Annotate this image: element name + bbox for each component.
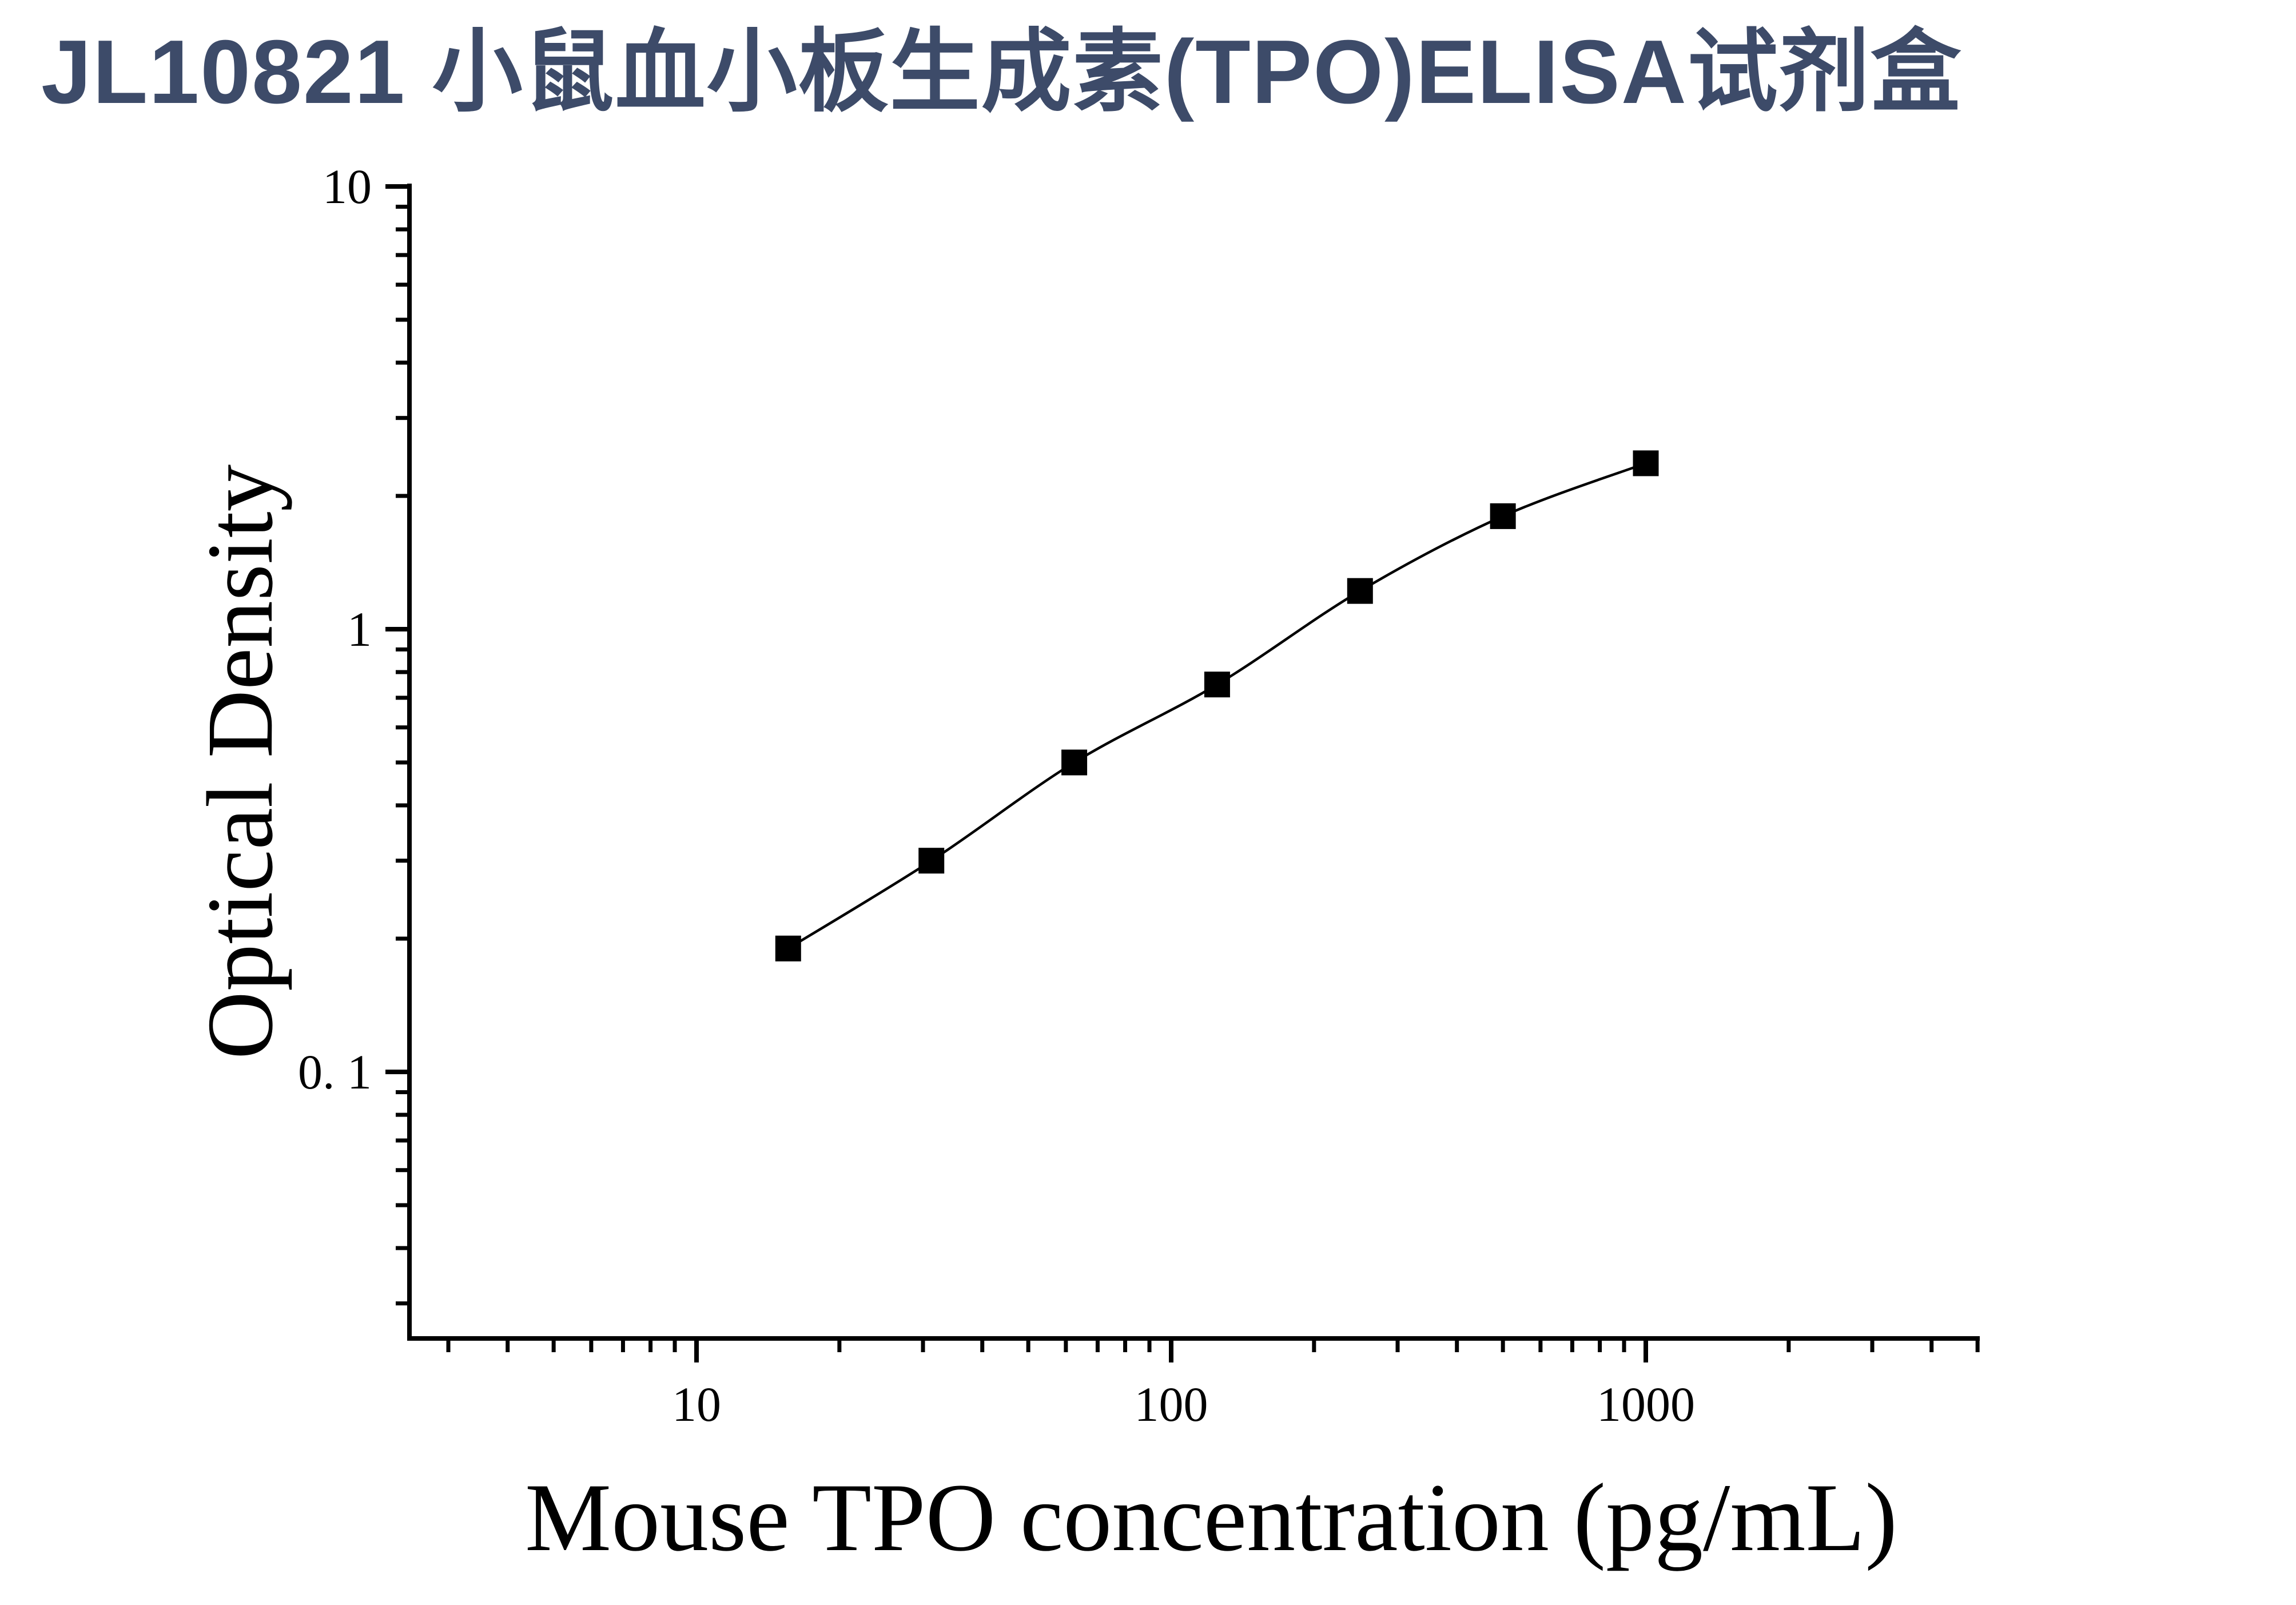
y-minor-tick xyxy=(396,1113,407,1117)
y-minor-tick xyxy=(396,1168,407,1173)
x-minor-tick xyxy=(1395,1341,1400,1352)
x-minor-tick xyxy=(1026,1341,1030,1352)
x-minor-tick xyxy=(837,1341,842,1352)
y-minor-tick xyxy=(396,670,407,674)
y-minor-tick xyxy=(396,1246,407,1250)
y-minor-tick xyxy=(396,1090,407,1094)
y-minor-tick xyxy=(396,936,407,941)
y-tick-label: 10 xyxy=(323,159,372,214)
x-minor-tick xyxy=(1598,1341,1602,1352)
data-point-marker xyxy=(1347,578,1373,604)
data-point-marker xyxy=(1490,503,1516,529)
y-minor-tick xyxy=(396,204,407,209)
data-point-marker xyxy=(1633,450,1659,476)
x-axis-spine xyxy=(407,1336,1980,1341)
y-minor-tick xyxy=(396,1138,407,1143)
y-minor-tick xyxy=(396,317,407,322)
x-minor-tick xyxy=(620,1341,625,1352)
kit-title: JL10821 小鼠血小板生成素(TPO)ELISA试剂盒 xyxy=(41,22,1962,122)
y-axis-title: Optical Density xyxy=(188,464,292,1060)
x-minor-tick xyxy=(1064,1341,1068,1352)
x-minor-tick xyxy=(1147,1341,1152,1352)
x-minor-tick xyxy=(1501,1341,1505,1352)
data-point-marker xyxy=(918,848,945,874)
data-point-marker xyxy=(1061,749,1088,776)
y-major-tick xyxy=(385,1070,407,1074)
y-tick-label: 1 xyxy=(347,602,372,657)
x-minor-tick xyxy=(1975,1341,1980,1352)
y-minor-tick xyxy=(396,725,407,730)
x-minor-tick xyxy=(1870,1341,1875,1352)
x-tick-label: 100 xyxy=(1135,1377,1208,1432)
y-minor-tick xyxy=(396,360,407,365)
y-minor-tick xyxy=(396,253,407,257)
standard-curve-line xyxy=(787,462,1646,950)
y-tick-label: 0. 1 xyxy=(298,1044,372,1099)
y-axis-spine xyxy=(407,184,412,1341)
x-minor-tick xyxy=(1570,1341,1574,1352)
x-minor-tick xyxy=(506,1341,510,1352)
x-minor-tick xyxy=(446,1341,451,1352)
y-minor-tick xyxy=(396,1203,407,1207)
y-minor-tick xyxy=(396,803,407,808)
x-minor-tick xyxy=(1622,1341,1626,1352)
x-minor-tick xyxy=(1786,1341,1791,1352)
data-point-marker xyxy=(1204,672,1230,698)
x-minor-tick xyxy=(921,1341,925,1352)
x-minor-tick xyxy=(589,1341,594,1352)
x-minor-tick xyxy=(1312,1341,1316,1352)
y-major-tick xyxy=(385,184,407,189)
y-minor-tick xyxy=(396,696,407,700)
y-minor-tick xyxy=(396,1301,407,1306)
x-major-tick xyxy=(1644,1341,1648,1362)
x-major-tick xyxy=(1169,1341,1173,1362)
y-minor-tick xyxy=(396,227,407,232)
y-minor-tick xyxy=(396,283,407,287)
x-minor-tick xyxy=(1538,1341,1543,1352)
x-minor-tick xyxy=(1929,1341,1934,1352)
x-minor-tick xyxy=(648,1341,653,1352)
x-minor-tick xyxy=(551,1341,556,1352)
y-minor-tick xyxy=(396,760,407,765)
y-minor-tick xyxy=(396,647,407,651)
y-minor-tick xyxy=(396,494,407,498)
x-tick-label: 1000 xyxy=(1597,1377,1695,1432)
x-axis-title: Mouse TPO concentration (pg/mL) xyxy=(524,1464,1897,1571)
x-minor-tick xyxy=(980,1341,985,1352)
y-minor-tick xyxy=(396,859,407,863)
y-minor-tick xyxy=(396,416,407,420)
x-minor-tick xyxy=(673,1341,677,1352)
x-tick-label: 10 xyxy=(672,1377,721,1432)
x-minor-tick xyxy=(1123,1341,1128,1352)
x-minor-tick xyxy=(1455,1341,1459,1352)
data-point-marker xyxy=(775,935,801,962)
x-minor-tick xyxy=(1095,1341,1100,1352)
y-major-tick xyxy=(385,627,407,631)
x-major-tick xyxy=(694,1341,699,1362)
